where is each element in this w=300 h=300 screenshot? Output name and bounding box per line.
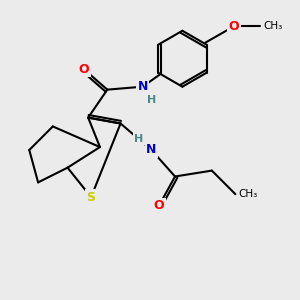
Text: N: N: [146, 143, 157, 157]
Text: CH₃: CH₃: [238, 189, 258, 199]
Text: H: H: [147, 95, 157, 105]
Text: N: N: [137, 80, 148, 93]
Text: O: O: [78, 62, 89, 76]
Text: S: S: [87, 190, 96, 204]
Text: O: O: [154, 200, 164, 212]
Text: O: O: [229, 20, 239, 33]
Text: CH₃: CH₃: [263, 21, 283, 31]
Text: H: H: [134, 134, 144, 144]
